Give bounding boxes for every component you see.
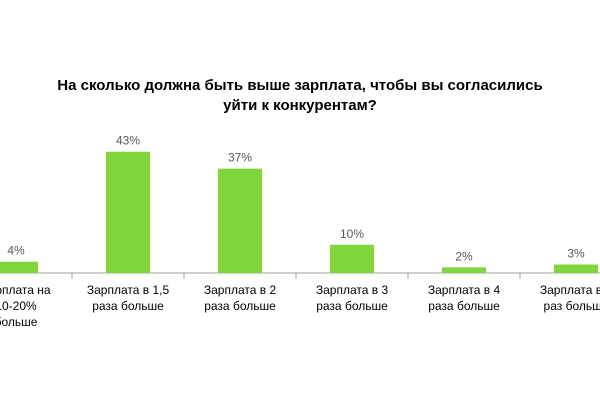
category-label-line: раза больше bbox=[428, 299, 500, 313]
chart-title: На сколько должна быть выше зарплата, чт… bbox=[57, 77, 543, 114]
data-label: 37% bbox=[228, 151, 252, 165]
category-label-line: Зарплата в 2 bbox=[204, 283, 277, 297]
category-label-line: раза больше bbox=[92, 299, 164, 313]
category-label: Зарплата в 1,5 раза больше bbox=[87, 283, 170, 313]
category-label-line: Зарплата в 1,5 bbox=[87, 283, 170, 297]
bar bbox=[554, 264, 598, 273]
category-label-line: больше bbox=[0, 315, 38, 329]
data-label: 3% bbox=[567, 247, 585, 261]
bar bbox=[0, 261, 38, 273]
bar bbox=[218, 168, 262, 273]
data-label: 4% bbox=[7, 244, 25, 258]
bar bbox=[106, 151, 150, 273]
bar bbox=[330, 244, 374, 273]
category-label-line: раз больше bbox=[544, 299, 600, 313]
data-label: 10% bbox=[340, 227, 364, 241]
category-label: Зарплата в 5 раз больше bbox=[540, 283, 600, 313]
data-label: 2% bbox=[455, 249, 473, 263]
data-label: 43% bbox=[116, 134, 140, 148]
category-label: Зарплата на 10-20% больше bbox=[0, 283, 51, 329]
category-label: Зарплата в 2 раза больше bbox=[204, 283, 277, 313]
category-label-line: Зарплата на bbox=[0, 283, 51, 297]
category-label-line: Зарплата в 4 bbox=[428, 283, 501, 297]
category-label: Зарплата в 3 раза больше bbox=[316, 283, 389, 313]
category-label-line: 10-20% bbox=[0, 299, 37, 313]
category-label-line: Зарплата в 5 bbox=[540, 283, 600, 297]
bar bbox=[442, 267, 486, 273]
category-label-line: раза больше bbox=[204, 299, 276, 313]
category-label: Зарплата в 4 раза больше bbox=[428, 283, 501, 313]
category-label-line: Зарплата в 3 bbox=[316, 283, 389, 297]
category-label-line: раза больше bbox=[316, 299, 388, 313]
